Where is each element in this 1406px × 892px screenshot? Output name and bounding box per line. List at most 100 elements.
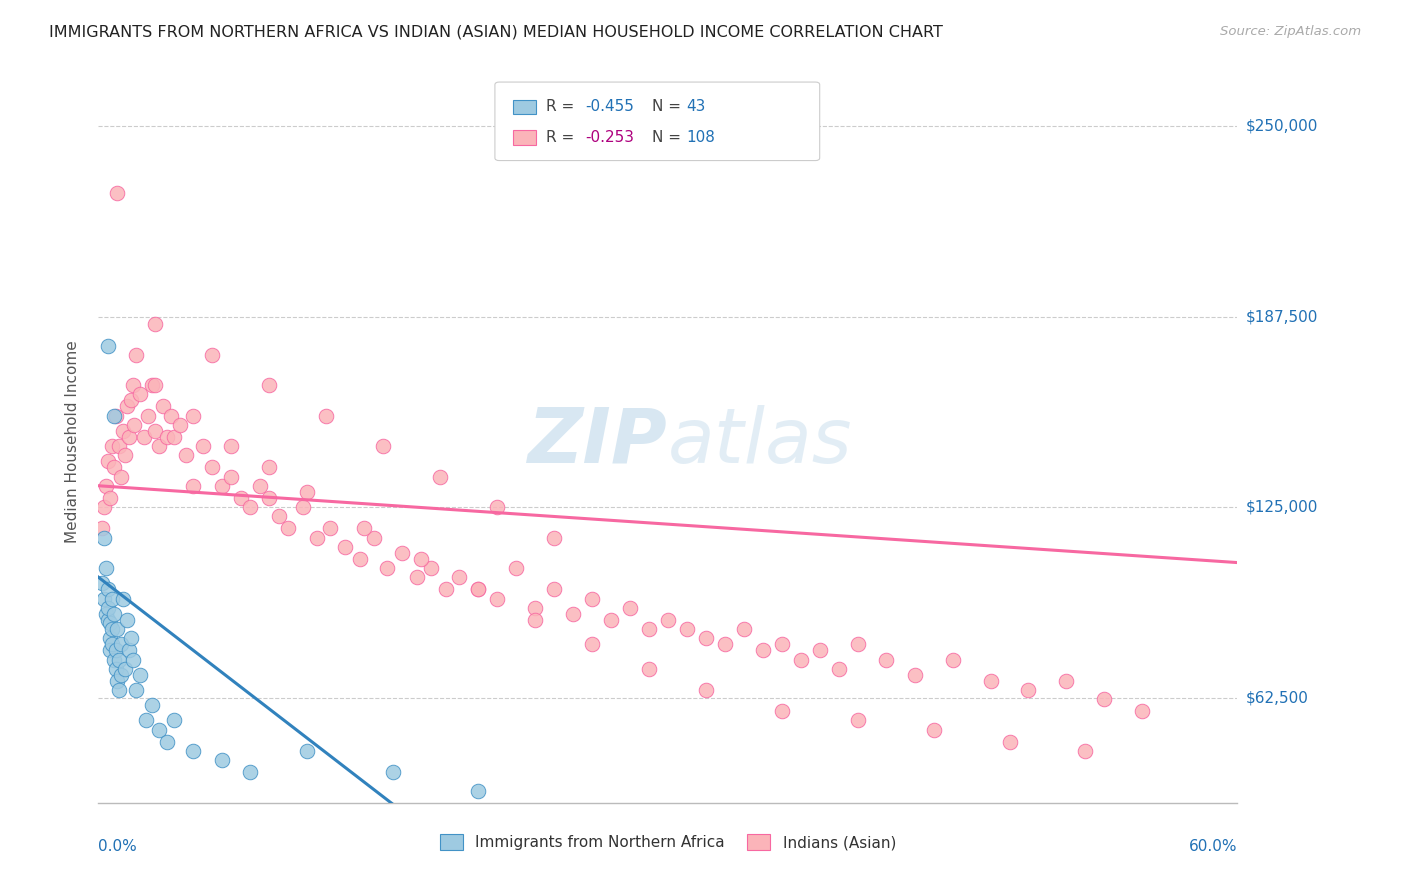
Point <box>406 570 429 584</box>
Text: N =: N = <box>652 130 686 145</box>
Point <box>543 531 565 545</box>
Point <box>98 643 121 657</box>
Point <box>104 643 127 657</box>
Point <box>104 409 127 423</box>
Point <box>120 393 142 408</box>
Point <box>121 652 143 666</box>
Point <box>1074 744 1097 758</box>
Text: atlas: atlas <box>668 405 852 478</box>
Point <box>97 613 120 627</box>
Point <box>129 667 152 681</box>
Point <box>125 348 148 362</box>
Point <box>319 521 342 535</box>
Point <box>335 540 357 554</box>
Point <box>581 637 603 651</box>
Point <box>98 631 121 645</box>
Point <box>97 338 120 352</box>
Point <box>183 409 205 423</box>
Point <box>201 348 224 362</box>
Point <box>467 582 489 597</box>
Point <box>486 500 509 514</box>
Point <box>770 637 793 651</box>
Point <box>169 417 191 432</box>
Point <box>183 744 205 758</box>
Point <box>93 531 115 545</box>
Point <box>676 622 699 636</box>
Point <box>120 631 142 645</box>
Point <box>770 704 793 718</box>
Point <box>229 491 252 505</box>
Point <box>103 460 125 475</box>
Point <box>249 479 271 493</box>
Point <box>297 484 319 499</box>
Point <box>381 765 404 780</box>
Point <box>152 400 174 414</box>
Point <box>221 469 243 483</box>
Point <box>97 454 120 468</box>
Text: -0.253: -0.253 <box>585 130 634 145</box>
Point <box>411 552 433 566</box>
Point <box>112 424 135 438</box>
Point <box>141 378 163 392</box>
Point <box>828 662 851 676</box>
Point <box>94 561 117 575</box>
Point <box>714 637 737 651</box>
Point <box>619 600 641 615</box>
Point <box>145 424 167 438</box>
Text: R =: R = <box>546 130 579 145</box>
Point <box>91 576 114 591</box>
Point <box>353 521 375 535</box>
Point <box>174 448 197 462</box>
Point <box>156 430 179 444</box>
Point <box>94 479 117 493</box>
Point <box>979 673 1001 688</box>
Point <box>467 582 489 597</box>
Legend: Immigrants from Northern Africa, Indians (Asian): Immigrants from Northern Africa, Indians… <box>433 829 903 856</box>
Point <box>121 378 143 392</box>
Text: 60.0%: 60.0% <box>1189 838 1237 854</box>
Text: 108: 108 <box>686 130 716 145</box>
Point <box>183 479 205 493</box>
Text: N =: N = <box>652 99 686 114</box>
Point <box>239 500 262 514</box>
Point <box>114 448 136 462</box>
Point <box>297 744 319 758</box>
Point <box>733 622 755 636</box>
Point <box>875 652 897 666</box>
Point <box>97 582 120 597</box>
Point <box>363 531 385 545</box>
Point <box>808 643 831 657</box>
Point <box>752 643 775 657</box>
Text: $250,000: $250,000 <box>1246 119 1317 134</box>
Point <box>305 531 328 545</box>
Point <box>91 521 114 535</box>
Point <box>371 439 394 453</box>
Point <box>201 460 224 475</box>
Point <box>292 500 315 514</box>
Point <box>118 430 141 444</box>
Point <box>695 683 717 698</box>
Point <box>486 591 509 606</box>
Text: -0.455: -0.455 <box>585 99 634 114</box>
Point <box>136 409 159 423</box>
Point <box>638 662 661 676</box>
Point <box>434 582 457 597</box>
Point <box>114 662 136 676</box>
Point <box>391 546 413 560</box>
Point <box>145 317 167 331</box>
Point <box>141 698 163 713</box>
Point <box>148 723 170 737</box>
Point <box>132 430 155 444</box>
Point <box>211 753 233 767</box>
Point <box>581 591 603 606</box>
Point <box>524 600 547 615</box>
Point <box>124 417 146 432</box>
Point <box>467 783 489 797</box>
Point <box>429 469 451 483</box>
Point <box>98 491 121 505</box>
Point <box>277 521 299 535</box>
Point <box>156 735 179 749</box>
Point <box>159 409 181 423</box>
Point <box>94 607 117 621</box>
Point <box>108 652 131 666</box>
